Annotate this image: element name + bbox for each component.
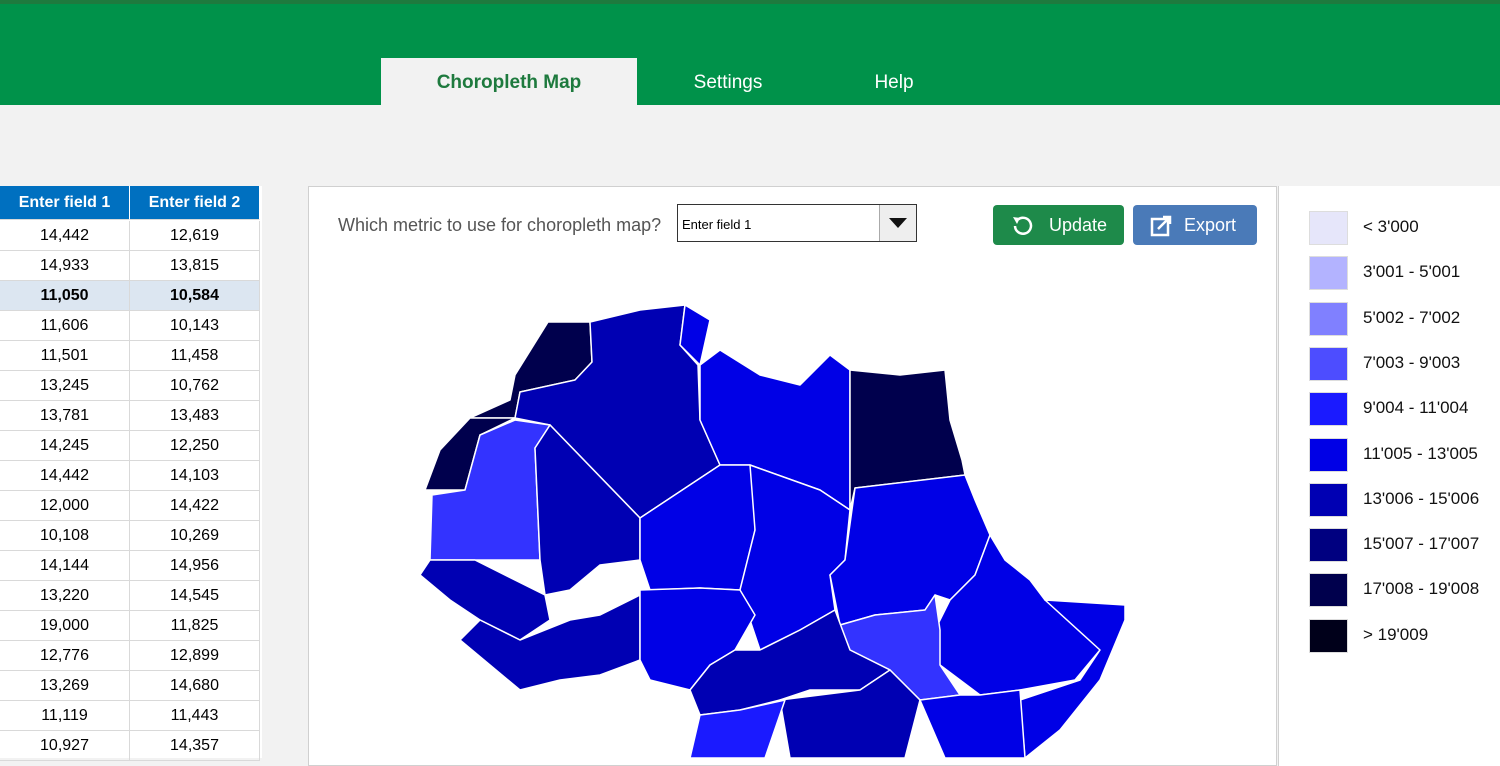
- button-label: Export: [1184, 215, 1237, 235]
- country-shape[interactable]: [919, 689, 1026, 758]
- dropdown-value: Enter field 1: [682, 217, 752, 232]
- dropdown[interactable]: Enter field 1: [677, 204, 917, 242]
- tab[interactable]: Help: [874, 72, 914, 93]
- table-cell: 14,442: [0, 461, 130, 491]
- country-shape[interactable]: [459, 594, 641, 691]
- legend-swatch: [1309, 301, 1348, 336]
- tab[interactable]: Choropleth Map: [381, 58, 637, 105]
- legend-label: 15'007 - 17'007: [1363, 534, 1480, 554]
- table-cell: 14,956: [130, 551, 260, 581]
- legend-label: 13'006 - 15'006: [1363, 488, 1480, 508]
- legend-swatch: [1309, 211, 1348, 245]
- table-cell: 11,443: [130, 701, 260, 731]
- table-cell: 14,442: [0, 221, 130, 251]
- legend-swatch: [1309, 482, 1348, 517]
- table-cell: 12,619: [130, 221, 260, 251]
- update-button[interactable]: Update: [993, 205, 1124, 245]
- header-bar: [0, 0, 1500, 105]
- column-header: Enter field 2: [130, 186, 260, 220]
- prompt: Which metric to use for choropleth map?: [338, 215, 662, 235]
- button-label: Update: [1049, 215, 1108, 235]
- legend-label: 5'002 - 7'002: [1363, 307, 1461, 327]
- legend-swatch: [1309, 346, 1348, 381]
- table-cell: 14,933: [0, 251, 130, 281]
- table-cell: 14,422: [130, 491, 260, 521]
- country-shape[interactable]: [849, 369, 966, 511]
- table-cell: 11,458: [130, 341, 260, 371]
- table-cell: 11,606: [0, 311, 130, 341]
- legend-label: 3'001 - 5'001: [1363, 262, 1461, 282]
- table-cell: 19,000: [0, 611, 130, 641]
- table-cell: 10,584: [130, 281, 260, 311]
- table-cell: 13,245: [0, 371, 130, 401]
- country-shape[interactable]: [1019, 599, 1126, 758]
- export-button[interactable]: Export: [1133, 205, 1257, 245]
- legend-swatch: [1309, 618, 1348, 653]
- legend-label: 17'008 - 19'008: [1363, 579, 1480, 599]
- dropdown-arrow: [879, 205, 916, 241]
- table-cell: 14,545: [130, 581, 260, 611]
- table-cell: 14,144: [0, 551, 130, 581]
- country-shape[interactable]: [429, 419, 551, 561]
- country-shape[interactable]: [689, 609, 891, 716]
- legend-label: > 19'009: [1363, 624, 1429, 644]
- table-cell: 12,776: [0, 641, 130, 671]
- arrow-icon: [889, 218, 907, 228]
- table-cell: 10,143: [130, 311, 260, 341]
- legend-swatch: [1309, 437, 1348, 472]
- legend-swatch: [1309, 256, 1348, 291]
- tab[interactable]: Settings: [693, 72, 763, 93]
- legend-label: 9'004 - 11'004: [1363, 398, 1469, 418]
- legend-swatch: [1309, 528, 1348, 563]
- column-header: Enter field 1: [0, 186, 130, 220]
- table-cell: 12,250: [130, 431, 260, 461]
- table-cell: 13,483: [130, 401, 260, 431]
- data-table: Enter field 1 Enter field 2 14,442 12,619 14…: [0, 186, 262, 761]
- table-cell: 14,680: [130, 671, 260, 701]
- map: [419, 304, 1126, 758]
- table-cell: 11,501: [0, 341, 130, 371]
- legend-swatch: [1309, 573, 1348, 608]
- legend-label: 7'003 - 9'003: [1363, 352, 1461, 372]
- table-cell: 13,781: [0, 401, 130, 431]
- legend-label: 11'005 - 13'005: [1363, 443, 1478, 463]
- table-cell: 14,103: [130, 461, 260, 491]
- legend-label: < 3'000: [1363, 217, 1419, 236]
- table-cell: 10,762: [130, 371, 260, 401]
- table-cell: 11,825: [130, 611, 260, 641]
- table-cell: 11,050: [0, 281, 130, 311]
- table-cell: 10,269: [130, 521, 260, 551]
- table-cell: 12,899: [130, 641, 260, 671]
- country-shape[interactable]: [689, 699, 786, 758]
- refresh-icon: [1013, 216, 1033, 235]
- table-cell: 11,119: [0, 701, 130, 731]
- legend-swatch: [1309, 392, 1348, 427]
- table-cell: 13,815: [130, 251, 260, 281]
- table-cell: 13,269: [0, 671, 130, 701]
- export-icon: [1150, 215, 1172, 237]
- table-cell: 14,245: [0, 431, 130, 461]
- table-cell: 10,108: [0, 521, 130, 551]
- table-cell: 13,220: [0, 581, 130, 611]
- table-cell: 12,000: [0, 491, 130, 521]
